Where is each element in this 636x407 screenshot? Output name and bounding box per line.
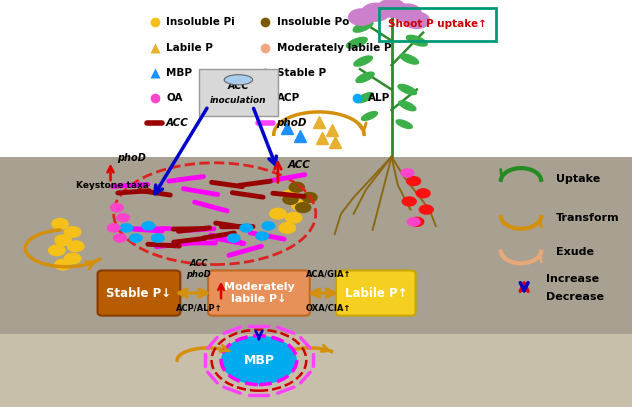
Circle shape: [151, 234, 164, 242]
Text: ACC: ACC: [287, 160, 310, 170]
Text: ACC: ACC: [166, 118, 189, 128]
Text: inoculation: inoculation: [210, 96, 266, 105]
Circle shape: [107, 224, 120, 232]
Text: MBP: MBP: [166, 68, 192, 78]
Text: Transform: Transform: [556, 213, 619, 223]
Circle shape: [296, 203, 311, 212]
Circle shape: [410, 217, 424, 226]
Circle shape: [406, 177, 420, 186]
Circle shape: [111, 204, 123, 212]
Text: MBP: MBP: [244, 354, 274, 367]
Ellipse shape: [400, 54, 418, 64]
Bar: [0, 157, 632, 407]
Ellipse shape: [225, 75, 252, 85]
Text: Exude: Exude: [556, 247, 594, 257]
Ellipse shape: [396, 120, 412, 128]
Circle shape: [64, 227, 81, 237]
Text: Labile P: Labile P: [166, 43, 213, 53]
Text: Increase: Increase: [546, 274, 599, 284]
Bar: [0, 334, 632, 407]
Ellipse shape: [354, 56, 372, 66]
Text: ACC: ACC: [228, 81, 249, 91]
Circle shape: [419, 205, 433, 214]
Circle shape: [279, 223, 296, 233]
Circle shape: [283, 195, 298, 204]
Circle shape: [282, 190, 299, 201]
Circle shape: [394, 4, 421, 22]
Circle shape: [349, 9, 374, 25]
Text: Insoluble Pi: Insoluble Pi: [166, 18, 235, 27]
Ellipse shape: [406, 35, 427, 46]
Text: Keystone taxa: Keystone taxa: [76, 181, 149, 190]
Text: ACP/ALP↑: ACP/ALP↑: [176, 303, 222, 312]
FancyBboxPatch shape: [97, 270, 180, 316]
Ellipse shape: [356, 72, 374, 83]
Circle shape: [48, 245, 65, 256]
Text: Labile P↑: Labile P↑: [345, 287, 407, 300]
Circle shape: [120, 224, 133, 232]
Text: Insoluble Po: Insoluble Po: [277, 18, 349, 27]
Circle shape: [52, 219, 68, 229]
Circle shape: [227, 234, 240, 242]
Circle shape: [404, 12, 429, 28]
Circle shape: [286, 212, 302, 223]
Circle shape: [270, 208, 286, 219]
Text: ACC
phoD: ACC phoD: [186, 259, 211, 279]
Text: Moderately labile P: Moderately labile P: [277, 43, 391, 53]
Text: Decrease: Decrease: [546, 292, 604, 302]
Circle shape: [240, 224, 252, 232]
Circle shape: [117, 214, 130, 222]
FancyBboxPatch shape: [199, 69, 278, 116]
FancyBboxPatch shape: [208, 270, 310, 316]
Text: Stable P↓: Stable P↓: [106, 287, 172, 300]
Text: ACA/GIA↑: ACA/GIA↑: [306, 270, 351, 279]
Text: Stable P: Stable P: [277, 68, 326, 78]
Ellipse shape: [357, 93, 373, 103]
Circle shape: [130, 234, 142, 242]
Circle shape: [55, 235, 71, 245]
Ellipse shape: [399, 101, 416, 111]
Ellipse shape: [347, 37, 367, 48]
Circle shape: [403, 197, 416, 206]
Text: Uptake: Uptake: [556, 174, 600, 184]
Circle shape: [262, 222, 275, 230]
Circle shape: [256, 232, 268, 240]
Text: OXA/CIA↑: OXA/CIA↑: [306, 303, 351, 312]
Circle shape: [407, 218, 420, 226]
Circle shape: [292, 200, 308, 211]
Text: phoD: phoD: [117, 153, 146, 163]
Circle shape: [289, 182, 305, 192]
Ellipse shape: [221, 336, 297, 385]
Ellipse shape: [353, 21, 373, 32]
Text: Moderately
labile P↓: Moderately labile P↓: [223, 282, 294, 304]
Circle shape: [55, 259, 71, 270]
Circle shape: [114, 234, 127, 242]
Circle shape: [362, 3, 390, 21]
Bar: [0, 0, 632, 157]
Text: ALP: ALP: [368, 93, 391, 103]
FancyBboxPatch shape: [336, 270, 415, 316]
Circle shape: [378, 0, 405, 17]
Ellipse shape: [361, 112, 377, 120]
Circle shape: [416, 189, 430, 198]
Text: phoD: phoD: [277, 118, 307, 128]
Text: ACP: ACP: [277, 93, 300, 103]
Circle shape: [67, 241, 84, 252]
Text: Shoot P uptake↑: Shoot P uptake↑: [388, 20, 487, 29]
Circle shape: [401, 169, 413, 177]
Ellipse shape: [398, 85, 417, 94]
Circle shape: [142, 222, 155, 230]
Circle shape: [302, 193, 317, 202]
Text: OA: OA: [166, 93, 183, 103]
Circle shape: [64, 253, 81, 264]
